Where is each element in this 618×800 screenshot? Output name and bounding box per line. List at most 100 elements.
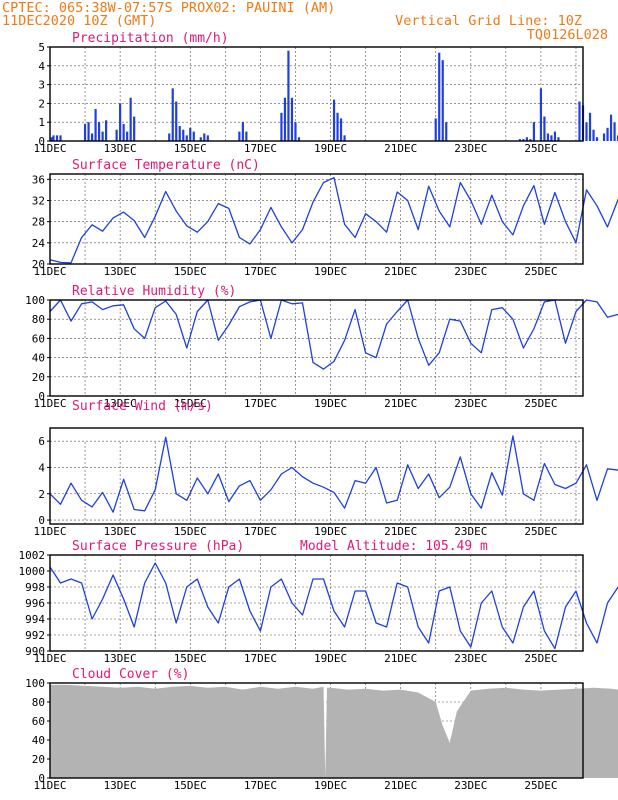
precip-bar	[518, 139, 521, 141]
precip-bar	[557, 137, 560, 141]
wind-xtick-label: 15DEC	[174, 525, 207, 538]
rh-ytick-label: 0	[38, 390, 45, 403]
precip-bar	[203, 133, 206, 141]
pres-ytick-label: 996	[25, 597, 45, 610]
cloud-xtick-label: 11DEC	[33, 779, 66, 792]
precip-bar	[609, 114, 613, 141]
precip-bar	[115, 129, 118, 141]
precip-bar	[94, 109, 97, 141]
temp-ytick-label: 24	[32, 237, 46, 250]
cloud-xtick-label: 23DEC	[454, 779, 487, 792]
precip-xtick-label: 21DEC	[384, 142, 417, 155]
precip-bar	[602, 133, 606, 141]
rh-ytick-label: 40	[32, 352, 45, 365]
precip-ytick-label: 5	[38, 41, 45, 54]
cloud-xtick-label: 25DEC	[524, 779, 557, 792]
precip-bar	[290, 97, 294, 141]
wind-frame	[49, 427, 584, 525]
temp-xtick-label: 15DEC	[174, 265, 207, 278]
precip-ytick-label: 4	[38, 60, 45, 73]
precip-xtick-label: 13DEC	[104, 142, 137, 155]
precip-bar	[171, 88, 174, 141]
rh-ytick-label: 100	[25, 294, 45, 307]
precip-frame	[49, 46, 584, 142]
cloud-xtick-label: 13DEC	[104, 779, 137, 792]
precip-bar	[613, 122, 616, 141]
precip-ytick-label: 1	[38, 116, 45, 129]
header-model-id: TQ0126L028	[526, 27, 608, 43]
pres-xtick-label: 13DEC	[104, 652, 137, 665]
wind-xtick-label: 11DEC	[33, 525, 66, 538]
wind-xtick-label: 17DEC	[244, 525, 277, 538]
precip-bar	[90, 133, 94, 141]
temp-xtick-label: 11DEC	[33, 265, 66, 278]
precip-xtick-label: 11DEC	[33, 142, 66, 155]
header-line1: CPTEC: 065:38W-07:57S PROX02: PAUINI (AM…	[2, 0, 336, 16]
rh-frame	[49, 299, 584, 397]
pres-xtick-label: 19DEC	[314, 652, 347, 665]
cloud-title: Cloud Cover (%)	[72, 667, 189, 682]
precip-bar	[553, 131, 557, 141]
rh-xtick-label: 17DEC	[244, 397, 277, 410]
cloud-ytick-label: 80	[32, 696, 45, 709]
precip-bar	[50, 137, 53, 141]
precip-bar	[175, 101, 178, 141]
precip-bar	[55, 135, 59, 141]
wind-title: Surface Wind (m/s)	[72, 399, 213, 414]
precip-bar	[343, 135, 346, 141]
rh-xtick-label: 23DEC	[454, 397, 487, 410]
precip-xtick-label: 15DEC	[174, 142, 207, 155]
cloud-ytick-label: 20	[32, 753, 45, 766]
precip-bar	[578, 101, 581, 141]
precip-bar	[529, 139, 532, 141]
rh-xtick-label: 13DEC	[104, 397, 137, 410]
precip-bar	[192, 131, 195, 141]
wind-ytick-label: 2	[38, 488, 45, 501]
cloud-ytick-label: 40	[32, 734, 45, 747]
cloud-ytick-label: 60	[32, 715, 45, 728]
temp-xtick-label: 17DEC	[244, 265, 277, 278]
wind-xtick-label: 19DEC	[314, 525, 347, 538]
precip-bar	[438, 52, 441, 141]
temp-ytick-label: 36	[32, 173, 45, 186]
cloud-xtick-label: 17DEC	[244, 779, 277, 792]
pres-title: Surface Pressure (hPa)	[72, 539, 244, 554]
rh-xtick-label: 19DEC	[314, 397, 347, 410]
cloud-ytick-label: 100	[25, 677, 45, 690]
temp-xtick-label: 21DEC	[384, 265, 417, 278]
temp-frame	[49, 173, 584, 265]
wind-xtick-label: 21DEC	[384, 525, 417, 538]
precip-bar	[52, 135, 55, 141]
precip-bar	[522, 139, 525, 141]
temp-title: Surface Temperature (nC)	[72, 158, 260, 173]
precip-bar	[185, 135, 188, 141]
precip-bar	[119, 103, 122, 141]
temp-xtick-label: 19DEC	[314, 265, 347, 278]
temp-ytick-label: 32	[32, 194, 45, 207]
pres-ytick-label: 998	[25, 581, 45, 594]
pres-ytick-label: 990	[25, 645, 45, 658]
precip-bar	[616, 135, 618, 141]
precip-bar	[532, 122, 536, 141]
precip-bar	[332, 99, 336, 141]
cloud-frame	[49, 682, 584, 779]
precip-bar	[101, 131, 104, 141]
cloud-area	[50, 684, 618, 778]
precip-ytick-label: 2	[38, 97, 45, 110]
precip-bar	[126, 131, 129, 141]
wind-xtick-label: 25DEC	[524, 525, 557, 538]
wind-ytick-label: 6	[38, 435, 45, 448]
precip-bar	[543, 116, 546, 141]
precip-bar	[280, 112, 283, 141]
wind-ytick-label: 0	[38, 514, 45, 527]
precip-bar	[546, 133, 550, 141]
precip-bar	[129, 97, 132, 141]
header-line2-left: 11DEC2020 10Z (GMT)	[2, 13, 157, 29]
precip-xtick-label: 17DEC	[244, 142, 277, 155]
pres-xtick-label: 25DEC	[524, 652, 557, 665]
precip-bar	[445, 122, 448, 141]
temp-xtick-label: 25DEC	[524, 265, 557, 278]
precip-bar	[525, 137, 528, 141]
precip-bar	[297, 137, 301, 141]
